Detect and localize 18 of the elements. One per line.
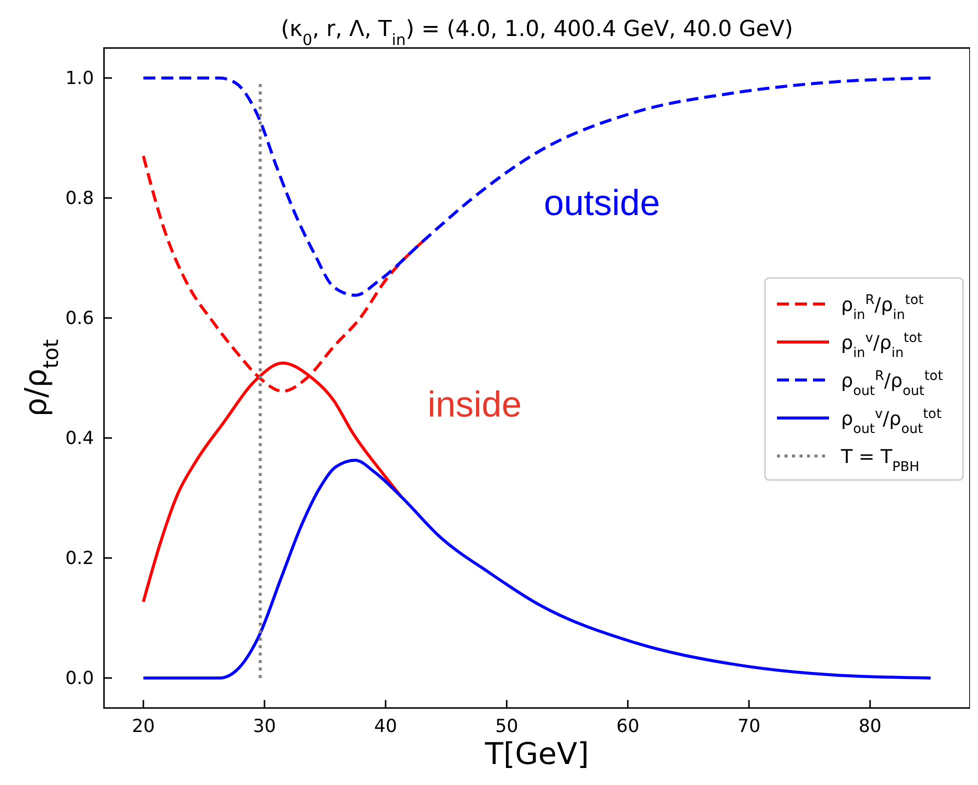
annotation: inside — [428, 383, 522, 424]
x-tick-label: 20 — [132, 716, 155, 737]
x-tick-label: 80 — [858, 716, 882, 737]
x-tick-label: 50 — [495, 716, 518, 737]
x-tick-label: 30 — [253, 716, 276, 737]
y-tick-label: 1.0 — [65, 68, 94, 89]
annotation: outside — [544, 182, 660, 224]
y-tick-label: 0.8 — [65, 188, 94, 209]
legend-label: T = T$_{PBH}$ — [840, 446, 920, 474]
x-tick-label: 70 — [738, 716, 760, 737]
x-tick-label: 60 — [616, 716, 640, 737]
x-axis-title: T[GeV] — [484, 737, 589, 772]
x-tick-label: 40 — [374, 716, 398, 737]
y-tick-label: 0.2 — [65, 548, 94, 569]
y-tick-label: 0.4 — [65, 428, 94, 449]
chart-title: (κ$_{0}$, r, Λ, T$_{in}$) = (4.0, 1.0, 400.4 GeV, 40.0 GeV) — [280, 17, 794, 49]
y-tick-label: 0.6 — [65, 308, 94, 329]
y-tick-label: 0.0 — [65, 668, 94, 689]
